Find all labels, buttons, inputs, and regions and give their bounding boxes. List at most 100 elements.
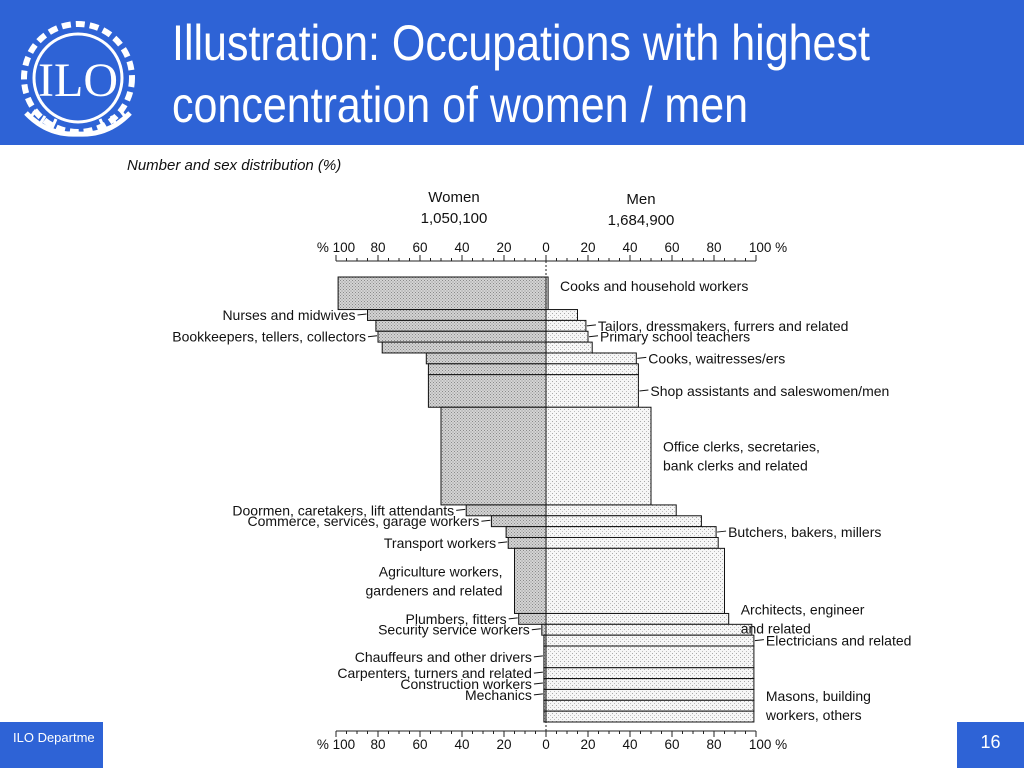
x-tick-label: 40 — [622, 240, 637, 255]
leader-line — [367, 335, 378, 338]
men-bar — [545, 547, 725, 614]
men-bar — [545, 276, 549, 311]
right-annotation: Primary school teachers — [600, 329, 750, 345]
men-header: Men — [626, 191, 655, 208]
chart-bars — [337, 276, 755, 723]
women-header: Women — [428, 189, 479, 206]
chart-annotations: Cooks and household workers Nurses and mi… — [172, 278, 911, 723]
men-bar — [545, 352, 637, 365]
men-bar — [545, 612, 730, 625]
women-bar — [375, 319, 547, 332]
men-bar — [545, 515, 702, 528]
footer-bar: ILO Departme — [0, 722, 103, 768]
leader-line — [498, 541, 508, 544]
women-bar — [381, 341, 547, 354]
leader-line — [533, 655, 543, 658]
page-number: 16 — [980, 732, 1001, 752]
x-tick-label: % 100 — [317, 737, 355, 752]
women-bar — [505, 526, 547, 538]
women-bar — [490, 515, 547, 528]
left-annotation: Agriculture workers, — [379, 563, 503, 579]
x-tick-label: 0 — [542, 240, 550, 255]
x-tick-label: 20 — [580, 737, 595, 752]
women-bar — [337, 276, 547, 311]
footer-text: ILO Departme — [13, 730, 95, 745]
left-annotation: Commerce, services, garage workers — [248, 513, 480, 529]
men-bar — [545, 341, 593, 354]
bar-label: Cooks and household workers — [560, 278, 748, 294]
x-tick-label: 60 — [412, 240, 427, 255]
occupation-chart: Number and sex distribution (%) Women 1,… — [127, 157, 911, 752]
left-annotation: Plumbers, fitters — [406, 611, 507, 627]
x-tick-label: 60 — [412, 737, 427, 752]
right-annotation: Shop assistants and saleswomen/men — [650, 383, 889, 399]
title-banner: ILO Illustration: Occupations with highe… — [0, 0, 1024, 145]
men-bar — [545, 678, 755, 690]
left-annotation: Transport workers — [384, 535, 496, 551]
x-tick-label: 20 — [580, 240, 595, 255]
men-bar — [545, 406, 652, 506]
chart-subtitle: Number and sex distribution (%) — [127, 157, 341, 174]
left-annotation: Construction workers — [400, 676, 532, 692]
right-annotation: Masons, building — [766, 688, 871, 704]
men-bar — [545, 374, 639, 408]
leader-line — [754, 639, 764, 642]
women-bar — [367, 309, 547, 321]
right-annotation: Cooks, waitresses/ers — [648, 350, 785, 366]
x-tick-label: 0 — [542, 737, 550, 752]
leader-line — [508, 617, 518, 620]
leader-line — [639, 389, 649, 392]
title-line-1: Illustration: Occupations with highest — [172, 15, 870, 71]
leader-line — [637, 356, 647, 359]
x-tick-label: 80 — [370, 737, 385, 752]
x-tick-label: 100 % — [749, 240, 787, 255]
men-bar — [545, 319, 587, 332]
leader-line — [533, 682, 543, 685]
men-bar — [545, 363, 639, 376]
women-bar — [541, 623, 547, 636]
x-tick-label: 80 — [370, 240, 385, 255]
women-bar — [514, 547, 547, 614]
women-bar — [440, 406, 547, 506]
leader-line — [588, 335, 599, 338]
left-annotation: Doormen, caretakers, lift attendants — [232, 502, 454, 518]
right-annotation: bank clerks and related — [663, 458, 808, 474]
men-bar — [545, 309, 578, 321]
x-tick-label: 40 — [454, 737, 469, 752]
slide-title: Illustration: Occupations with highest c… — [172, 12, 894, 136]
x-tick-label: 60 — [664, 737, 679, 752]
women-bar — [427, 363, 547, 376]
leader-line — [481, 519, 491, 522]
women-bar — [427, 374, 547, 408]
right-annotation: Butchers, bakers, millers — [728, 524, 881, 540]
x-tick-label: % 100 — [317, 240, 355, 255]
chart-axes: % 100 80 60 40 20 0 20 40 60 80 100 % % 100 80 60 40 20… — [317, 240, 787, 752]
men-bar — [545, 667, 755, 680]
men-bar — [545, 536, 719, 549]
men-total: 1,684,900 — [608, 212, 675, 229]
title-line-2: concentration of women / men — [172, 77, 749, 133]
men-bar — [545, 526, 717, 538]
right-annotation: and related — [741, 620, 811, 636]
left-annotation: Chauffeurs and other drivers — [355, 649, 532, 665]
right-annotation: Electricians and related — [766, 633, 912, 649]
ilo-emblem-icon: ILO — [21, 21, 135, 137]
x-tick-label: 80 — [706, 737, 721, 752]
page-number-box: 16 — [957, 722, 1024, 768]
x-tick-label: 20 — [496, 240, 511, 255]
left-annotation: Nurses and midwives — [222, 307, 355, 323]
x-tick-label: 40 — [622, 737, 637, 752]
right-annotation: Architects, engineer — [741, 601, 865, 617]
leader-line — [717, 530, 727, 533]
right-annotation: workers, others — [765, 707, 862, 723]
x-tick-label: 20 — [496, 737, 511, 752]
leader-line — [531, 628, 541, 631]
men-bar — [545, 699, 755, 712]
right-annotation: Office clerks, secretaries, — [663, 439, 820, 455]
x-tick-label: 40 — [454, 240, 469, 255]
leader-line — [586, 324, 596, 327]
left-annotation: Carpenters, turners and related — [337, 665, 532, 681]
men-bar — [545, 710, 755, 723]
leader-line — [533, 693, 543, 696]
women-bar — [425, 352, 547, 365]
